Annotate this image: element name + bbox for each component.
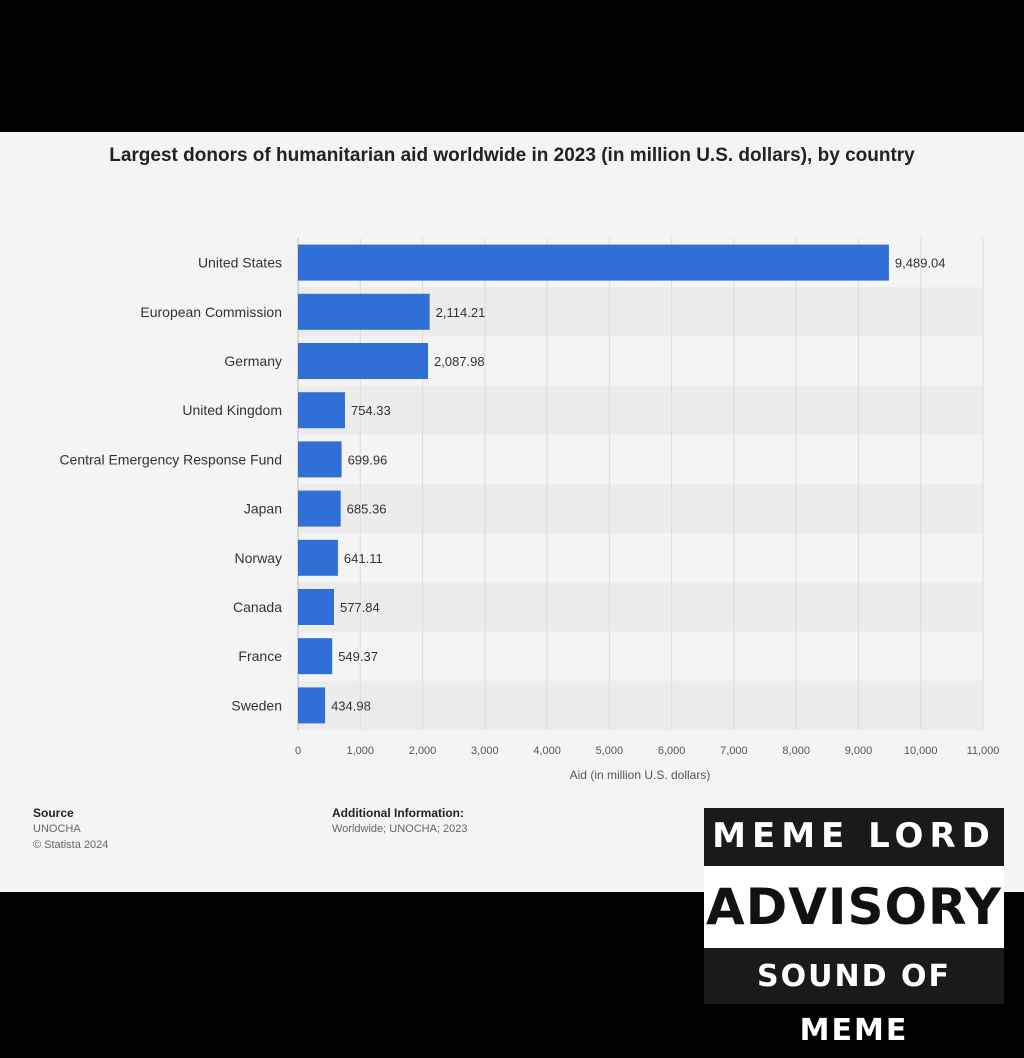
bar <box>298 343 429 379</box>
chart-title: Largest donors of humanitarian aid world… <box>109 145 915 166</box>
category-label: Sweden <box>231 697 282 713</box>
bar <box>298 244 889 281</box>
bar <box>298 490 341 527</box>
value-label: 2,114.21 <box>436 305 486 320</box>
row-band <box>298 484 983 534</box>
x-tick-label: 6,000 <box>658 745 686 757</box>
value-label: 434.98 <box>331 698 371 713</box>
x-tick-label: 2,000 <box>409 745 437 757</box>
badge-line-middle: ADVISORY <box>704 866 1004 948</box>
x-tick-label: 11,000 <box>967 745 1000 757</box>
bar <box>298 687 326 724</box>
copyright-line: © Statista 2024 <box>33 839 109 851</box>
value-label: 699.96 <box>348 452 388 467</box>
row-band <box>298 582 983 632</box>
bar <box>298 539 338 576</box>
additional-info-block: Additional Information: Worldwide; UNOCH… <box>332 805 468 837</box>
bar <box>298 293 430 330</box>
x-tick-label: 4,000 <box>533 745 561 757</box>
row-band <box>298 385 983 435</box>
bar <box>298 392 345 429</box>
bar <box>298 441 342 478</box>
value-label: 2,087.98 <box>434 354 485 369</box>
x-axis-title: Aid (in million U.S. dollars) <box>570 768 711 782</box>
value-label: 685.36 <box>347 502 387 517</box>
category-label: Norway <box>235 550 282 566</box>
value-label: 577.84 <box>340 600 380 615</box>
category-label: United Kingdom <box>182 402 282 418</box>
source-line: UNOCHA <box>33 823 81 835</box>
source-heading: Source <box>33 806 74 820</box>
category-label: Central Emergency Response Fund <box>59 451 282 467</box>
x-tick-label: 0 <box>295 745 301 757</box>
x-tick-label: 3,000 <box>471 745 499 757</box>
bar <box>298 589 334 625</box>
value-label: 9,489.04 <box>895 256 946 271</box>
additional-info-text: Worldwide; UNOCHA; 2023 <box>332 823 468 835</box>
bar-chart: United States European Commission Germany U… <box>59 238 1000 782</box>
category-label: Japan <box>244 501 282 517</box>
meme-lord-advisory-badge: MEME LORD ADVISORY SOUND OF MEME <box>704 808 1004 1048</box>
value-label: 549.37 <box>338 649 378 664</box>
x-tick-label: 7,000 <box>720 745 748 757</box>
category-label: France <box>238 648 282 664</box>
x-tick-label: 10,000 <box>904 745 938 757</box>
x-tick-label: 9,000 <box>845 745 873 757</box>
additional-info-heading: Additional Information: <box>332 806 464 820</box>
x-tick-label: 8,000 <box>782 745 810 757</box>
category-label: United States <box>198 255 282 271</box>
bar <box>298 638 333 675</box>
badge-line-bottom: SOUND OF MEME <box>757 959 951 1048</box>
x-tick-label: 1,000 <box>347 745 375 757</box>
x-tick-label: 5,000 <box>596 745 624 757</box>
category-label: Canada <box>233 599 282 615</box>
row-band <box>298 680 983 730</box>
category-label: Germany <box>224 353 282 369</box>
badge-line-top: MEME LORD <box>712 816 996 856</box>
value-label: 641.11 <box>344 551 383 566</box>
category-label: European Commission <box>140 304 282 320</box>
source-block: Source UNOCHA © Statista 2024 <box>33 805 108 853</box>
value-label: 754.33 <box>351 403 391 418</box>
